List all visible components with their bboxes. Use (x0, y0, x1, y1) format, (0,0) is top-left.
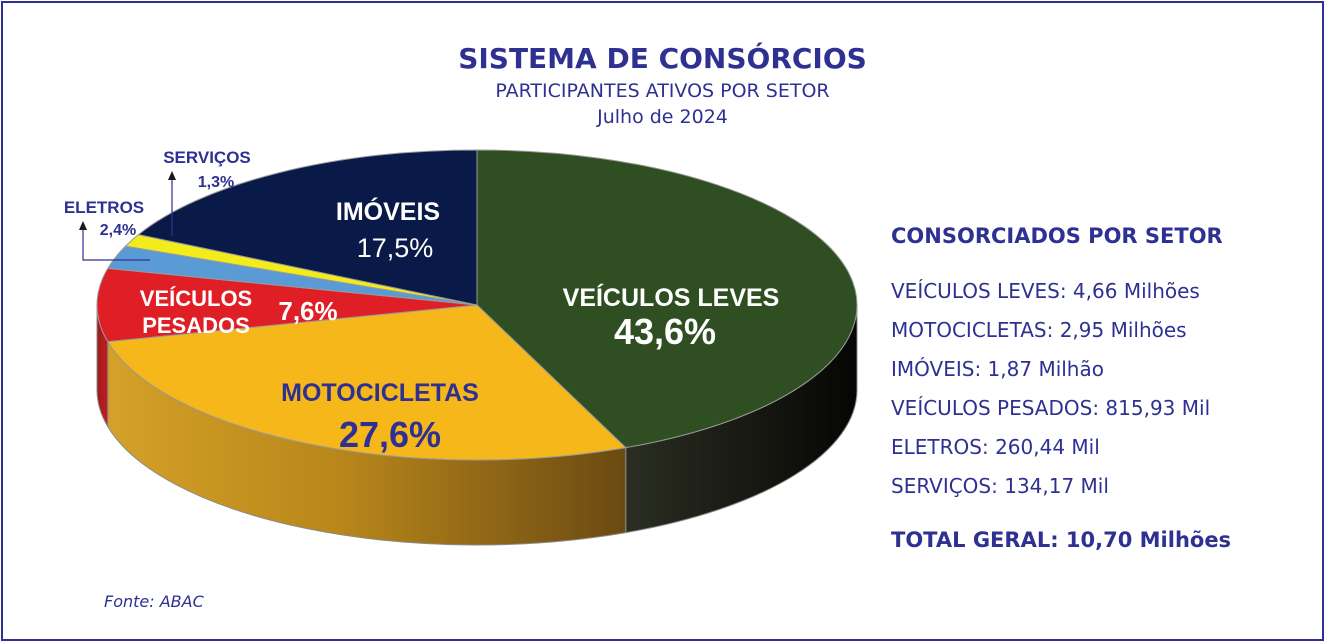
arrow-up-icon (168, 171, 176, 180)
chart-title: SISTEMA DE CONSÓRCIOS (458, 42, 867, 75)
slice-value-veiculos-pesados: 7,6% (278, 296, 337, 326)
slice-label-imoveis: IMÓVEIS (336, 196, 440, 226)
legend-title: CONSORCIADOS POR SETOR (891, 224, 1223, 248)
legend-total: TOTAL GERAL: 10,70 Milhões (891, 528, 1232, 552)
slice-value-eletros: 2,4% (100, 222, 136, 239)
slice-label2-veiculos-pesados: PESADOS (142, 313, 250, 338)
legend-item-eletros: ELETROS: 260,44 Mil (891, 435, 1100, 459)
pie-slice-imoveis (137, 149, 478, 306)
pie-slice-veiculos-leves (476, 149, 858, 449)
slice-label-veiculos-pesados: VEÍCULOS (140, 286, 252, 311)
legend-item-servicos: SERVIÇOS: 134,17 Mil (891, 474, 1109, 498)
slice-value-servicos: 1,3% (198, 174, 234, 191)
slice-value-imoveis: 17,5% (357, 233, 434, 263)
slice-label-veiculos-leves: VEÍCULOS LEVES (563, 283, 780, 312)
legend-item-veiculos-leves: VEÍCULOS LEVES: 4,66 Milhões (891, 279, 1200, 303)
legend-item-motocicletas: MOTOCICLETAS: 2,95 Milhões (891, 318, 1187, 342)
arrow-up-icon (79, 221, 87, 230)
leader-line-eletros (82, 228, 150, 261)
chart-subtitle: PARTICIPANTES ATIVOS POR SETOR (495, 80, 830, 102)
slice-label-eletros: ELETROS (64, 198, 144, 217)
slice-value-veiculos-leves: 43,6% (614, 311, 716, 352)
legend-item-imoveis: IMÓVEIS: 1,87 Milhão (891, 357, 1104, 381)
slice-value-motocicletas: 27,6% (339, 414, 441, 455)
chart-date: Julho de 2024 (597, 106, 728, 128)
slice-label-motocicletas: MOTOCICLETAS (281, 379, 479, 407)
slice-label-servicos: SERVIÇOS (163, 148, 251, 167)
pie-slice-motocicletas (106, 304, 627, 461)
source-note: Fonte: ABAC (104, 592, 204, 611)
legend-item-veiculos-pesados: VEÍCULOS PESADOS: 815,93 Mil (891, 396, 1211, 420)
pie-slice-veiculos-pesados (96, 267, 478, 343)
